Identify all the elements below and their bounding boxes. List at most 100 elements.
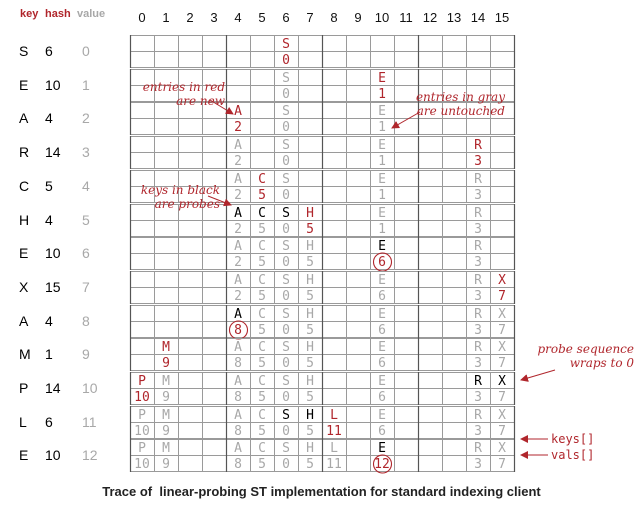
slot-value-text: 10 xyxy=(134,390,150,405)
table-row-grid: S0 xyxy=(129,35,516,68)
slot-value-text: 8 xyxy=(234,390,242,405)
slot-key-text: E xyxy=(378,71,386,86)
slot-value-text: 3 xyxy=(474,222,482,237)
column-index-14: 14 xyxy=(470,10,486,25)
slot-value-text: 0 xyxy=(282,255,290,270)
slot-key-text: S xyxy=(282,307,290,322)
row-value: 8 xyxy=(82,313,90,329)
slot-key-text: H xyxy=(306,408,314,423)
slot-key-text: M xyxy=(162,374,170,389)
slot-key-text: C xyxy=(258,441,266,456)
row-value: 4 xyxy=(82,178,90,194)
slot-key-text: H xyxy=(306,273,314,288)
slot-key-text: A xyxy=(234,138,242,153)
slot-value-text: 6 xyxy=(378,390,386,405)
slot-value-text: 3 xyxy=(474,390,482,405)
slot-value-text: 2 xyxy=(234,120,242,135)
slot-key-text: S xyxy=(282,104,290,119)
slot-key-text: R xyxy=(474,172,482,187)
slot-key-text: R xyxy=(474,206,482,221)
row-hash: 4 xyxy=(45,110,53,126)
slot-key-text: S xyxy=(282,206,290,221)
figure-caption: Trace of linear-probing ST implementatio… xyxy=(102,484,541,499)
annotation-line: wraps to 0 xyxy=(569,356,634,370)
slot-key-text: M xyxy=(162,340,170,355)
slot-value-text: 0 xyxy=(282,188,290,203)
row-key: M xyxy=(19,346,31,362)
column-index-15: 15 xyxy=(494,10,510,25)
slot-key-text: X xyxy=(498,374,506,389)
slot-value-text: 6 xyxy=(378,424,386,439)
slot-key-text: X xyxy=(498,307,506,322)
slot-value-text: 7 xyxy=(498,356,506,371)
slot-value-text: 9 xyxy=(162,356,170,371)
slot-key-text: E xyxy=(378,206,386,221)
column-index-3: 3 xyxy=(210,10,218,25)
column-index-1: 1 xyxy=(162,10,170,25)
slot-key-text: M xyxy=(162,441,170,456)
row-key: E xyxy=(19,77,29,93)
row-value: 12 xyxy=(82,447,98,463)
slot-value-text: 1 xyxy=(378,120,386,135)
row-hash: 4 xyxy=(45,313,53,329)
slot-key-text: S xyxy=(282,340,290,355)
slot-key-text: S xyxy=(282,172,290,187)
value-header: value xyxy=(77,8,106,20)
slot-value-text: 5 xyxy=(258,424,266,439)
hash-header: hash xyxy=(45,8,71,20)
slot-value-text: 1 xyxy=(378,222,386,237)
slot-value-text: 5 xyxy=(306,289,314,304)
slot-key-text: M xyxy=(162,408,170,423)
slot-value-text: 5 xyxy=(258,255,266,270)
row-hash: 14 xyxy=(45,380,61,396)
slot-key-text: A xyxy=(234,239,242,254)
row-key: E xyxy=(19,245,29,261)
slot-value-text: 0 xyxy=(282,222,290,237)
slot-key-text: C xyxy=(258,374,266,389)
row-value: 2 xyxy=(82,110,90,126)
slot-key-text: X xyxy=(498,273,506,288)
slot-key-text: R xyxy=(474,273,482,288)
slot-key-text: S xyxy=(282,71,290,86)
slot-value-text: 5 xyxy=(306,457,314,472)
slot-value-text: 5 xyxy=(258,188,266,203)
annotation-probe-sequence: probe sequence wraps to 0 xyxy=(530,342,634,370)
arrow-to-new-entry xyxy=(209,99,234,115)
row-value: 1 xyxy=(82,77,90,93)
row-value: 11 xyxy=(82,414,97,430)
table-row-grid: A2 S0 E1 R3 xyxy=(129,136,516,169)
keys-array-label: keys[] xyxy=(551,432,595,446)
slot-value-text: 5 xyxy=(306,255,314,270)
row-key: R xyxy=(19,144,30,160)
slot-value-text: 5 xyxy=(306,222,314,237)
slot-value-text: 11 xyxy=(326,424,342,439)
table-row-grid: A2 S0 E1 R3 C5 xyxy=(129,170,516,203)
slot-key-text: P xyxy=(138,374,146,389)
slot-value-text: 12 xyxy=(374,457,390,472)
row-hash: 15 xyxy=(45,279,61,295)
slot-key-text: C xyxy=(258,408,266,423)
row-hash: 5 xyxy=(45,178,53,194)
slot-value-text: 5 xyxy=(258,457,266,472)
slot-value-text: 3 xyxy=(474,424,482,439)
row-key: E xyxy=(19,447,29,463)
slot-key-text: A xyxy=(234,206,242,221)
slot-value-text: 0 xyxy=(282,457,290,472)
slot-key-text: C xyxy=(258,307,266,322)
arrow-to-probe-key xyxy=(207,195,232,207)
slot-key-text: E xyxy=(378,441,386,456)
slot-key-text: A xyxy=(234,374,242,389)
row-hash: 4 xyxy=(45,212,53,228)
slot-value-text: 6 xyxy=(378,255,386,270)
hit-circle xyxy=(372,454,393,474)
slot-key-text: S xyxy=(282,37,290,52)
slot-value-text: 5 xyxy=(258,289,266,304)
row-key: A xyxy=(19,313,29,329)
arrow-to-wrap xyxy=(520,369,556,382)
slot-value-text: 0 xyxy=(282,424,290,439)
slot-value-text: 10 xyxy=(134,457,150,472)
annotation-line: are probes xyxy=(154,197,220,211)
